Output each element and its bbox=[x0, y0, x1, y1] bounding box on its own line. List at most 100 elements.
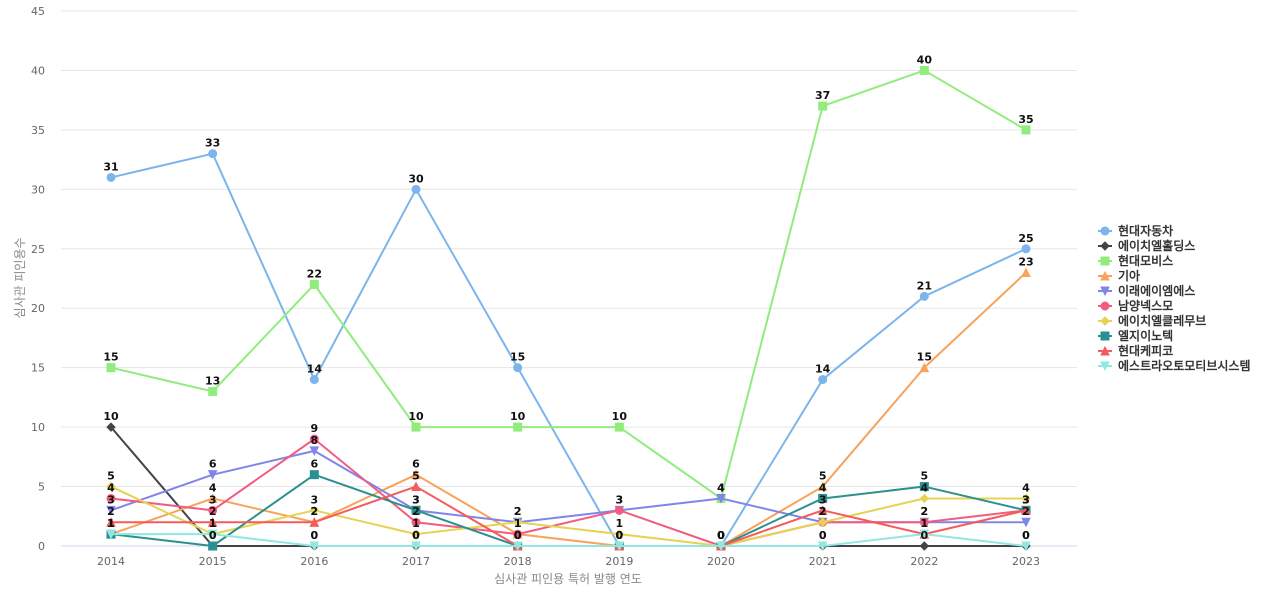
legend-marker bbox=[1100, 256, 1110, 266]
data-point-marker bbox=[614, 505, 624, 515]
data-point-marker bbox=[817, 505, 828, 515]
x-tick-label: 2015 bbox=[199, 555, 227, 568]
data-label: 3 bbox=[209, 493, 217, 506]
data-label: 0 bbox=[311, 529, 319, 542]
legend-item[interactable]: 현대케피코 bbox=[1098, 343, 1173, 358]
data-label: 4 bbox=[1022, 481, 1030, 494]
data-point-marker bbox=[919, 517, 929, 527]
legend-item[interactable]: 기아 bbox=[1098, 268, 1140, 283]
data-label: 0 bbox=[1022, 529, 1030, 542]
data-point-marker bbox=[513, 422, 523, 432]
data-point-marker bbox=[1021, 125, 1031, 135]
data-point-marker bbox=[1021, 493, 1031, 504]
data-label: 0 bbox=[717, 529, 725, 542]
legend-label: 기아 bbox=[1118, 268, 1140, 283]
data-label: 0 bbox=[209, 529, 217, 542]
data-label: 4 bbox=[209, 481, 217, 494]
legend-marker bbox=[1100, 286, 1110, 297]
data-label: 6 bbox=[412, 458, 420, 471]
x-tick-label: 2019 bbox=[605, 555, 633, 568]
y-tick-label: 10 bbox=[31, 421, 45, 434]
legend-item[interactable]: 에스트라오토모티브시스템 bbox=[1098, 358, 1250, 373]
data-point-marker bbox=[817, 481, 828, 492]
legend-marker bbox=[1100, 270, 1110, 281]
legend: 현대자동차에이치엘홀딩스현대모비스기아이래에이엠에스남양넥스모에이치엘클레무브엘… bbox=[1098, 223, 1250, 373]
data-point-marker bbox=[106, 505, 116, 516]
legend-marker bbox=[1100, 301, 1110, 311]
data-point-marker bbox=[614, 541, 625, 552]
data-point-marker bbox=[716, 541, 726, 552]
data-label: 0 bbox=[717, 529, 725, 542]
data-point-marker bbox=[309, 375, 319, 385]
data-label: 15 bbox=[917, 351, 932, 364]
legend-item[interactable]: 현대모비스 bbox=[1098, 253, 1173, 268]
data-label: 2 bbox=[819, 505, 827, 518]
legend-item[interactable]: 에이치엘클레무브 bbox=[1098, 313, 1206, 328]
y-tick-label: 40 bbox=[31, 64, 45, 77]
y-tick-label: 30 bbox=[31, 183, 45, 196]
data-label: 3 bbox=[311, 493, 319, 506]
data-label: 0 bbox=[412, 529, 420, 542]
data-label: 2 bbox=[311, 505, 319, 518]
data-label: 2 bbox=[107, 505, 115, 518]
data-label: 1 bbox=[514, 517, 522, 530]
data-point-marker bbox=[208, 149, 218, 159]
x-tick-label: 2014 bbox=[97, 555, 125, 568]
data-label: 0 bbox=[1022, 529, 1030, 542]
series-6 bbox=[106, 434, 1031, 551]
data-point-marker bbox=[309, 470, 319, 480]
data-label: 4 bbox=[717, 481, 725, 494]
data-label: 2 bbox=[412, 505, 420, 518]
legend-item[interactable]: 현대자동차 bbox=[1098, 223, 1173, 238]
data-point-marker bbox=[106, 493, 116, 503]
data-label: 30 bbox=[408, 172, 424, 185]
data-label: 1 bbox=[107, 517, 115, 530]
data-label: 1 bbox=[412, 517, 420, 530]
data-point-marker bbox=[411, 184, 421, 194]
data-label: 5 bbox=[819, 470, 827, 483]
y-tick-label: 5 bbox=[38, 481, 45, 494]
legend-marker bbox=[1100, 331, 1110, 341]
data-label: 3 bbox=[107, 493, 115, 506]
y-axis-title: 심사관 피인용수 bbox=[13, 237, 27, 318]
data-label: 25 bbox=[1018, 232, 1033, 245]
series-4 bbox=[106, 267, 1031, 551]
data-label: 0 bbox=[616, 529, 624, 542]
x-axis-title: 심사관 피인용 특허 발행 연도 bbox=[494, 571, 642, 586]
data-point-marker bbox=[411, 541, 421, 552]
data-point-marker bbox=[1021, 541, 1031, 552]
data-label: 0 bbox=[311, 529, 319, 542]
legend-item[interactable]: 에이치엘홀딩스 bbox=[1098, 238, 1195, 253]
x-tick-label: 2017 bbox=[402, 555, 430, 568]
data-label: 35 bbox=[1018, 113, 1033, 126]
data-label: 1 bbox=[616, 517, 624, 530]
data-point-marker bbox=[411, 481, 421, 492]
data-label: 3 bbox=[412, 493, 420, 506]
data-point-marker bbox=[208, 505, 218, 515]
data-point-marker bbox=[818, 493, 828, 503]
data-label: 5 bbox=[921, 470, 929, 483]
legend-label: 에이치엘클레무브 bbox=[1118, 313, 1206, 328]
legend-item[interactable]: 남양넥스모 bbox=[1098, 298, 1173, 313]
legend-item[interactable]: 이래에이엠에스 bbox=[1098, 283, 1195, 298]
data-label: 2 bbox=[311, 505, 319, 518]
data-label: 3 bbox=[616, 493, 624, 506]
data-label: 14 bbox=[307, 363, 323, 376]
data-label: 4 bbox=[107, 481, 115, 494]
data-label: 40 bbox=[917, 53, 933, 66]
legend-marker bbox=[1100, 361, 1110, 372]
data-label: 23 bbox=[1018, 256, 1033, 269]
data-label: 0 bbox=[921, 529, 929, 542]
legend-marker bbox=[1100, 241, 1110, 251]
y-tick-label: 45 bbox=[31, 5, 45, 18]
data-point-marker bbox=[512, 541, 523, 552]
data-label: 6 bbox=[209, 458, 217, 471]
series-line bbox=[110, 152, 1027, 547]
data-point-marker bbox=[411, 529, 421, 539]
legend-item[interactable]: 엘지이노텍 bbox=[1098, 328, 1173, 343]
x-tick-label: 2021 bbox=[809, 555, 837, 568]
data-point-marker bbox=[512, 517, 523, 527]
legend-marker bbox=[1100, 226, 1110, 236]
